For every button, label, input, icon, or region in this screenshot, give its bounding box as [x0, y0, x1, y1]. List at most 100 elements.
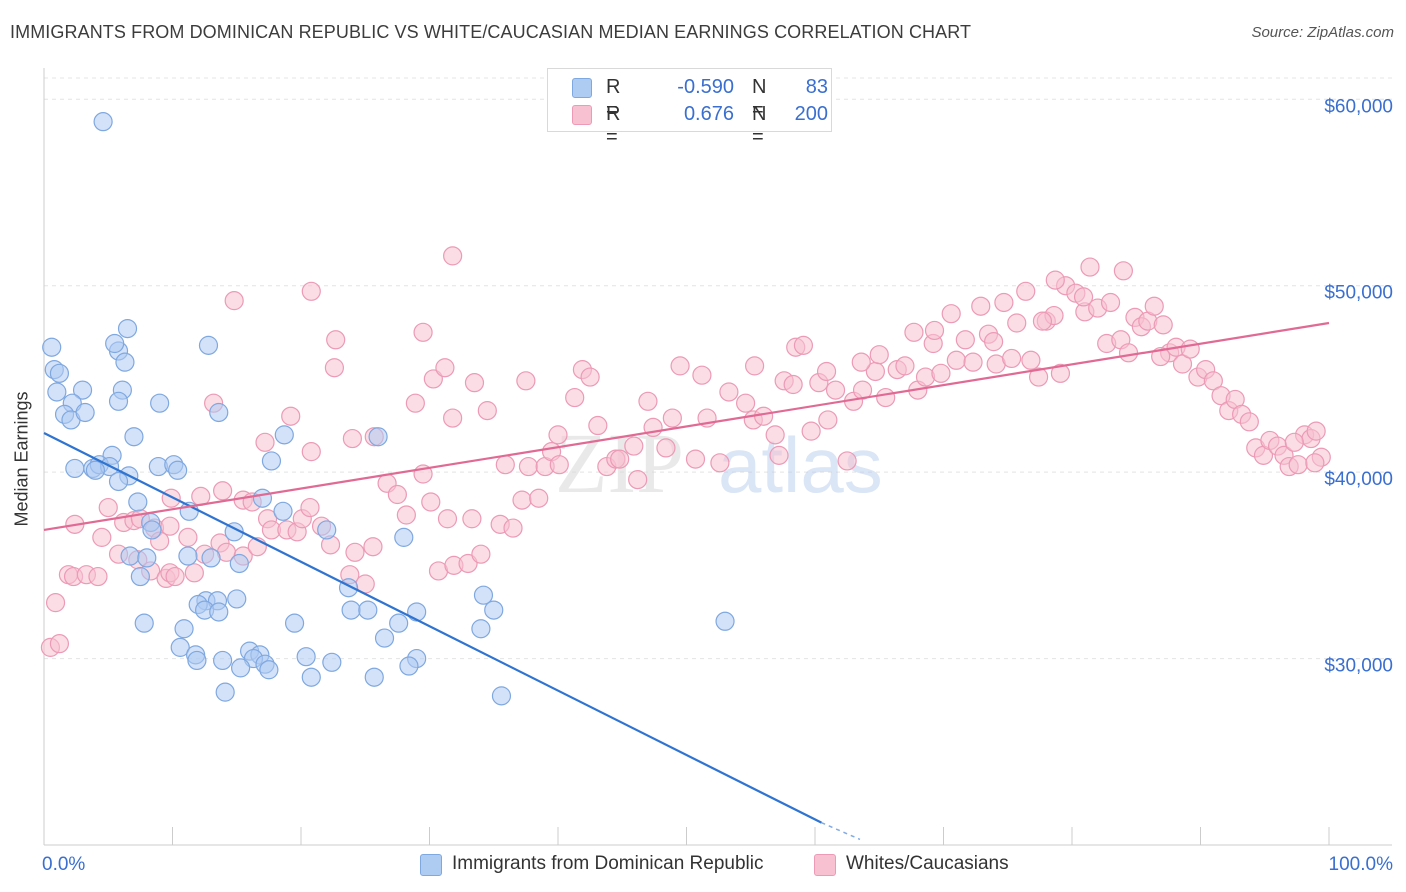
dominican-point [120, 546, 140, 566]
whites-point [326, 330, 346, 350]
correlation-legend: R = -0.590 N = 83 R = 0.676 N = 200 [547, 68, 832, 148]
whites-point [471, 544, 491, 564]
whites-point [92, 527, 112, 547]
whites-trend-line [43, 321, 1330, 532]
x-tick-label-max: 100.0% [1329, 854, 1394, 875]
legend-r-label: R = [606, 76, 621, 121]
whites-point [1118, 343, 1139, 363]
axes [43, 68, 1392, 846]
whites-point [1032, 311, 1053, 331]
dominican-point [134, 613, 154, 633]
whites-point [1080, 257, 1100, 277]
dominican-point [715, 611, 735, 631]
whites-point [628, 470, 648, 490]
whites-point [565, 387, 585, 408]
dominican-point [85, 460, 106, 480]
whites-point [588, 415, 608, 436]
whites-point [387, 484, 407, 505]
dominican-points [42, 112, 735, 706]
chart-title: IMMIGRANTS FROM DOMINICAN REPUBLIC VS WH… [10, 22, 972, 42]
whites-point [769, 445, 789, 465]
whites-point [931, 363, 951, 383]
dominican-point [213, 650, 233, 671]
legend-r-label: R = [606, 103, 621, 148]
whites-point [1144, 296, 1164, 316]
whites-point [662, 408, 682, 428]
whites-point [765, 425, 785, 445]
dominican-point [108, 471, 129, 492]
whites-point [610, 449, 630, 469]
y-tick-label: $60,000 [1324, 96, 1393, 117]
whites-point [462, 509, 482, 529]
whites-point [670, 356, 690, 376]
whites-point [1180, 339, 1200, 359]
whites-point [745, 356, 765, 376]
watermark-atlas: atlas [718, 421, 883, 509]
dominican-point [124, 427, 144, 447]
whites-point [88, 566, 108, 587]
whites-point [1153, 315, 1173, 335]
y-tick-label: $30,000 [1324, 656, 1393, 677]
whites-point [710, 453, 730, 473]
whites-point [1028, 367, 1049, 387]
whites-point [580, 367, 600, 387]
whites-point [464, 373, 485, 393]
whites-point [984, 332, 1004, 352]
dominican-point [150, 393, 170, 413]
dominican-point [389, 613, 409, 633]
dominican-point [108, 391, 129, 411]
whites-point [213, 481, 233, 501]
whites-point [837, 451, 857, 471]
whites-point [904, 322, 924, 342]
whites-point [345, 542, 365, 562]
whites-point [656, 438, 676, 458]
y-tick-label: $40,000 [1324, 469, 1393, 490]
dominican-point [274, 425, 294, 445]
whites-point [529, 488, 549, 508]
whites-point [413, 322, 433, 342]
whites-point [1073, 287, 1094, 307]
dominican-point [130, 566, 150, 587]
dominican-point [115, 352, 135, 372]
dominican-point [301, 667, 321, 687]
whites-point [783, 374, 803, 395]
dominican-point [178, 546, 198, 566]
x-tick-label-min: 0.0% [42, 854, 85, 875]
whites-point [1100, 292, 1121, 313]
whites-point [1305, 453, 1325, 473]
whites-point [793, 335, 814, 355]
dominican-point [341, 600, 361, 620]
legend-n-value: 200 [794, 103, 828, 125]
whites-point [255, 432, 275, 452]
whites-point [503, 518, 523, 538]
whites-point [443, 408, 463, 428]
dominican-point [229, 553, 249, 574]
legend-r-value: -0.590 [677, 76, 734, 98]
x-tick-labels: 0.0% 100.0% [42, 854, 1393, 875]
whites-point [363, 537, 383, 557]
legend-n-value: 83 [805, 76, 828, 98]
dominican-point [187, 650, 207, 671]
dominican-point [261, 451, 282, 471]
dominican-point [75, 402, 95, 423]
whites-point [1239, 412, 1259, 432]
dominican-point [128, 492, 148, 512]
dominican-point [168, 460, 188, 480]
bottom-legend-label: Whites/Caucasians [846, 853, 1009, 874]
whites-point [437, 509, 458, 529]
whites-point [941, 304, 961, 324]
whites-point [477, 401, 497, 421]
whites-point [421, 492, 441, 512]
whites-point [624, 436, 644, 456]
dominican-point [322, 652, 342, 672]
dominican-point [93, 112, 113, 132]
source-label: Source: ZipAtlas.com [1251, 24, 1394, 41]
whites-point [876, 387, 896, 408]
whites-point [994, 292, 1014, 313]
dominican-point [117, 318, 138, 339]
whites-point [1113, 261, 1134, 281]
whites-point [924, 320, 945, 341]
whites-point [1002, 348, 1022, 369]
whites-point [549, 455, 569, 475]
